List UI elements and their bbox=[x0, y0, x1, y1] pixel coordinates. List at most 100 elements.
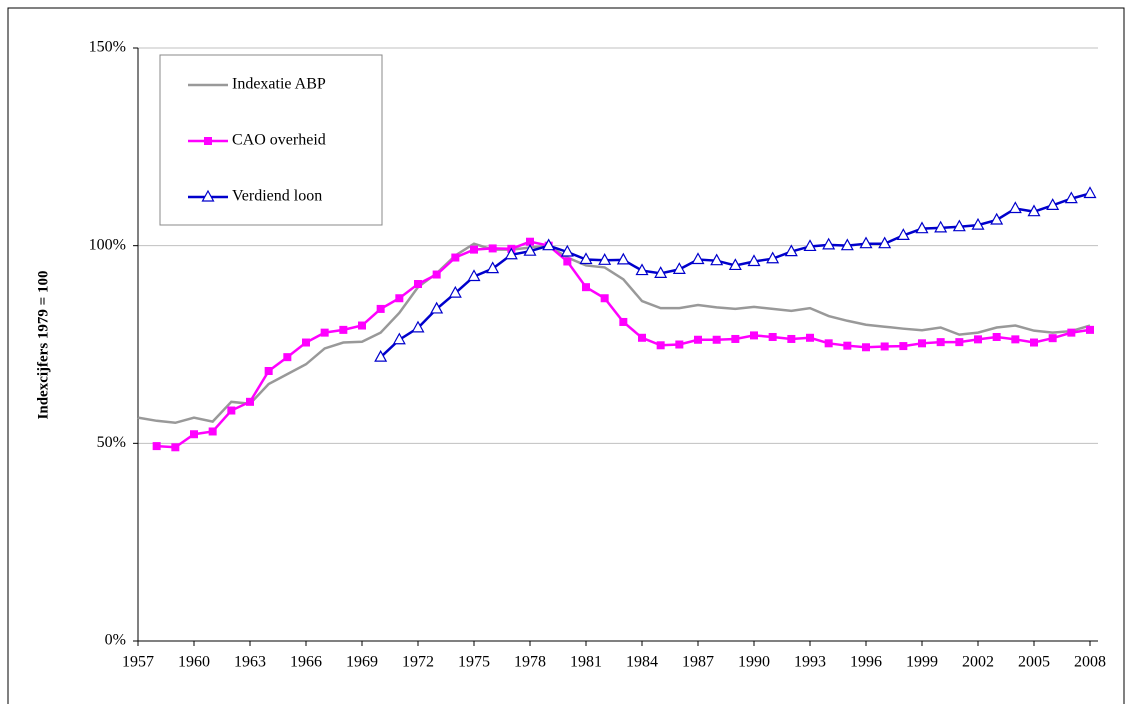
data-point bbox=[1086, 325, 1094, 334]
data-point bbox=[504, 247, 518, 260]
data-point bbox=[246, 397, 254, 406]
data-point bbox=[654, 266, 668, 278]
data-point bbox=[824, 339, 833, 348]
data-point bbox=[934, 220, 948, 233]
x-tick-label: 1984 bbox=[626, 654, 658, 671]
data-point bbox=[710, 253, 724, 266]
data-point bbox=[1067, 328, 1076, 337]
data-point bbox=[1064, 191, 1078, 204]
data-point bbox=[598, 253, 612, 265]
data-point bbox=[635, 263, 649, 276]
data-point bbox=[395, 294, 404, 303]
data-point bbox=[579, 252, 593, 265]
x-tick-label: 2002 bbox=[962, 654, 994, 671]
x-tick-label: 2008 bbox=[1074, 654, 1106, 671]
chart-frame bbox=[7, 7, 1125, 704]
y-tick-label: 100% bbox=[89, 236, 126, 253]
data-point bbox=[672, 262, 686, 274]
x-tick-label: 1957 bbox=[122, 654, 154, 671]
data-point bbox=[1048, 334, 1057, 343]
data-point bbox=[488, 244, 497, 253]
data-point bbox=[784, 244, 798, 257]
data-point bbox=[974, 335, 982, 344]
data-point bbox=[731, 334, 740, 343]
data-point bbox=[376, 304, 385, 313]
x-tick-label: 2005 bbox=[1018, 654, 1050, 671]
x-tick-label: 1990 bbox=[738, 654, 770, 671]
data-point bbox=[619, 317, 628, 326]
data-point bbox=[448, 285, 462, 298]
data-point bbox=[1083, 186, 1097, 199]
data-point bbox=[840, 238, 854, 251]
series-line bbox=[156, 240, 1091, 449]
x-tick-label: 1966 bbox=[290, 654, 322, 671]
data-point bbox=[411, 320, 425, 333]
data-point bbox=[190, 430, 198, 439]
data-point bbox=[750, 331, 758, 340]
data-point bbox=[1008, 201, 1022, 214]
data-point bbox=[208, 427, 217, 436]
y-tick-label: 50% bbox=[97, 434, 126, 451]
data-point bbox=[675, 340, 684, 349]
data-point bbox=[878, 236, 892, 249]
y-axis-label: Indexcijfers 1979 = 100 bbox=[35, 271, 51, 420]
data-point bbox=[843, 341, 852, 350]
data-point bbox=[896, 228, 910, 240]
data-point bbox=[1011, 335, 1020, 344]
data-point bbox=[728, 258, 742, 271]
data-point bbox=[358, 321, 366, 330]
data-point bbox=[451, 253, 460, 262]
x-tick-label: 1993 bbox=[794, 654, 826, 671]
data-point bbox=[747, 254, 761, 267]
x-tick-label: 1960 bbox=[178, 654, 210, 671]
data-point bbox=[600, 294, 609, 303]
x-tick-label: 1996 bbox=[850, 654, 882, 671]
data-point bbox=[392, 332, 406, 345]
data-point bbox=[283, 353, 292, 362]
data-point bbox=[952, 219, 966, 232]
x-tick-label: 1987 bbox=[682, 654, 714, 671]
data-point bbox=[918, 339, 926, 348]
x-tick-label: 1975 bbox=[458, 654, 490, 671]
y-tick-label: 0% bbox=[105, 632, 126, 649]
data-point bbox=[712, 335, 721, 344]
data-point bbox=[486, 261, 500, 274]
data-point bbox=[803, 239, 817, 252]
data-point bbox=[171, 443, 180, 452]
data-point bbox=[414, 280, 422, 289]
x-tick-label: 1981 bbox=[570, 654, 602, 671]
data-point bbox=[560, 244, 574, 257]
series-line bbox=[137, 242, 1091, 425]
data-point bbox=[694, 335, 702, 344]
data-point bbox=[470, 245, 478, 254]
x-tick-label: 1963 bbox=[234, 654, 266, 671]
data-point bbox=[859, 236, 873, 249]
data-point bbox=[582, 283, 590, 292]
data-point bbox=[822, 237, 836, 250]
data-point bbox=[526, 237, 534, 246]
data-point bbox=[955, 338, 964, 347]
data-point bbox=[320, 328, 329, 337]
data-point bbox=[374, 349, 388, 362]
series-line bbox=[379, 192, 1091, 359]
legend-label: Indexatie ABP bbox=[232, 76, 326, 93]
data-point bbox=[1046, 198, 1060, 210]
legend-label: Verdiend loon bbox=[232, 188, 322, 205]
data-point bbox=[766, 251, 780, 264]
legend-marker bbox=[201, 189, 215, 202]
y-tick-label: 150% bbox=[89, 39, 126, 56]
data-point bbox=[971, 217, 985, 230]
data-point bbox=[990, 212, 1004, 225]
data-point bbox=[992, 332, 1001, 341]
data-point bbox=[432, 270, 441, 279]
data-point bbox=[1030, 338, 1038, 347]
data-point bbox=[691, 252, 705, 265]
legend-label: CAO overheid bbox=[232, 132, 326, 149]
data-point bbox=[152, 442, 161, 451]
data-point bbox=[638, 333, 646, 342]
data-point bbox=[899, 342, 908, 351]
data-point bbox=[787, 334, 796, 343]
data-point bbox=[1027, 204, 1041, 217]
legend-marker bbox=[204, 137, 212, 145]
data-point bbox=[542, 238, 556, 251]
